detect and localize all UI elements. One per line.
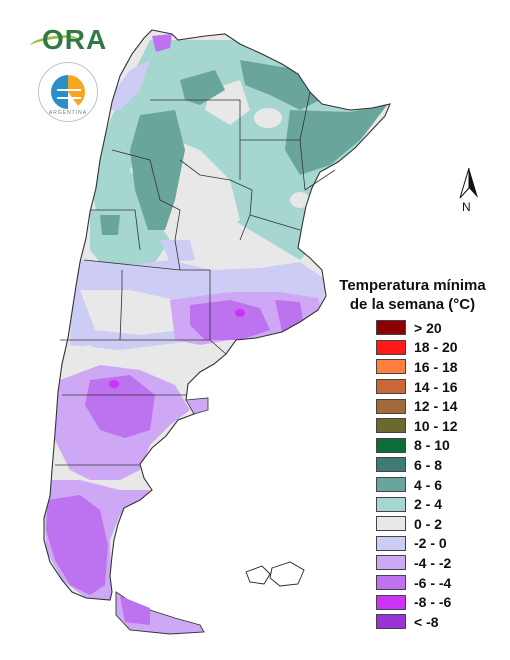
- legend-item: -4 - -2: [376, 553, 458, 573]
- legend-item: 4 - 6: [376, 475, 458, 495]
- north-arrow-icon: [459, 167, 478, 199]
- legend-item: 8 - 10: [376, 436, 458, 456]
- legend-swatch: [376, 339, 406, 355]
- legend-swatch: [376, 437, 406, 453]
- legend-swatch: [376, 359, 406, 375]
- legend-swatch: [376, 477, 406, 493]
- ora-logo: ORA: [42, 24, 108, 55]
- legend: > 20 18 - 20 16 - 18 14 - 16 12 - 14 10 - 12 8…: [376, 318, 458, 632]
- legend-item: 16 - 18: [376, 357, 458, 377]
- legend-label: 8 - 10: [414, 437, 450, 454]
- north-arrow: N: [458, 167, 480, 216]
- legend-label: < -8: [414, 613, 439, 630]
- seal-emblem-icon: [51, 75, 85, 109]
- legend-swatch: [376, 418, 406, 434]
- legend-item: -2 - 0: [376, 534, 458, 554]
- legend-label: -8 - -6: [414, 594, 452, 611]
- legend-label: -2 - 0: [414, 535, 447, 552]
- legend-item: -8 - -6: [376, 592, 458, 612]
- legend-label: -4 - -2: [414, 554, 452, 571]
- legend-title-line2: de la semana (°C): [349, 296, 476, 313]
- legend-swatch: [376, 457, 406, 473]
- legend-item: < -8: [376, 612, 458, 632]
- legend-label: 4 - 6: [414, 476, 443, 493]
- legend-label: 14 - 16: [414, 378, 458, 395]
- legend-label: 10 - 12: [414, 417, 458, 434]
- legend-item: -6 - -4: [376, 573, 458, 593]
- legend-label: -6 - -4: [414, 574, 452, 591]
- institution-seal-icon: ARGENTINA: [38, 62, 98, 122]
- legend-item: 10 - 12: [376, 416, 458, 436]
- legend-swatch: [376, 535, 406, 551]
- legend-item: 12 - 14: [376, 396, 458, 416]
- legend-item: 2 - 4: [376, 494, 458, 514]
- legend-label: 0 - 2: [414, 515, 443, 532]
- legend-label: 12 - 14: [414, 398, 458, 415]
- seal-text: ARGENTINA: [48, 110, 88, 116]
- legend-swatch: [376, 594, 406, 610]
- legend-label: > 20: [414, 319, 442, 336]
- legend-item: > 20: [376, 318, 458, 338]
- legend-title-line1: Temperatura mínima: [339, 277, 486, 294]
- legend-label: 16 - 18: [414, 358, 458, 375]
- legend-swatch: [376, 320, 406, 336]
- north-label: N: [462, 200, 471, 214]
- legend-label: 6 - 8: [414, 456, 443, 473]
- legend-swatch: [376, 555, 406, 571]
- legend-swatch: [376, 575, 406, 591]
- legend-label: 18 - 20: [414, 339, 458, 356]
- legend-item: 6 - 8: [376, 455, 458, 475]
- legend-swatch: [376, 398, 406, 414]
- legend-swatch: [376, 516, 406, 532]
- legend-item: 0 - 2: [376, 514, 458, 534]
- seal-wave-icon: [57, 89, 81, 99]
- legend-label: 2 - 4: [414, 496, 443, 513]
- legend-item: 18 - 20: [376, 338, 458, 358]
- legend-title: Temperatura mínima de la semana (°C): [320, 276, 505, 314]
- legend-swatch: [376, 379, 406, 395]
- legend-swatch: [376, 496, 406, 512]
- legend-item: 14 - 16: [376, 377, 458, 397]
- legend-swatch: [376, 614, 406, 630]
